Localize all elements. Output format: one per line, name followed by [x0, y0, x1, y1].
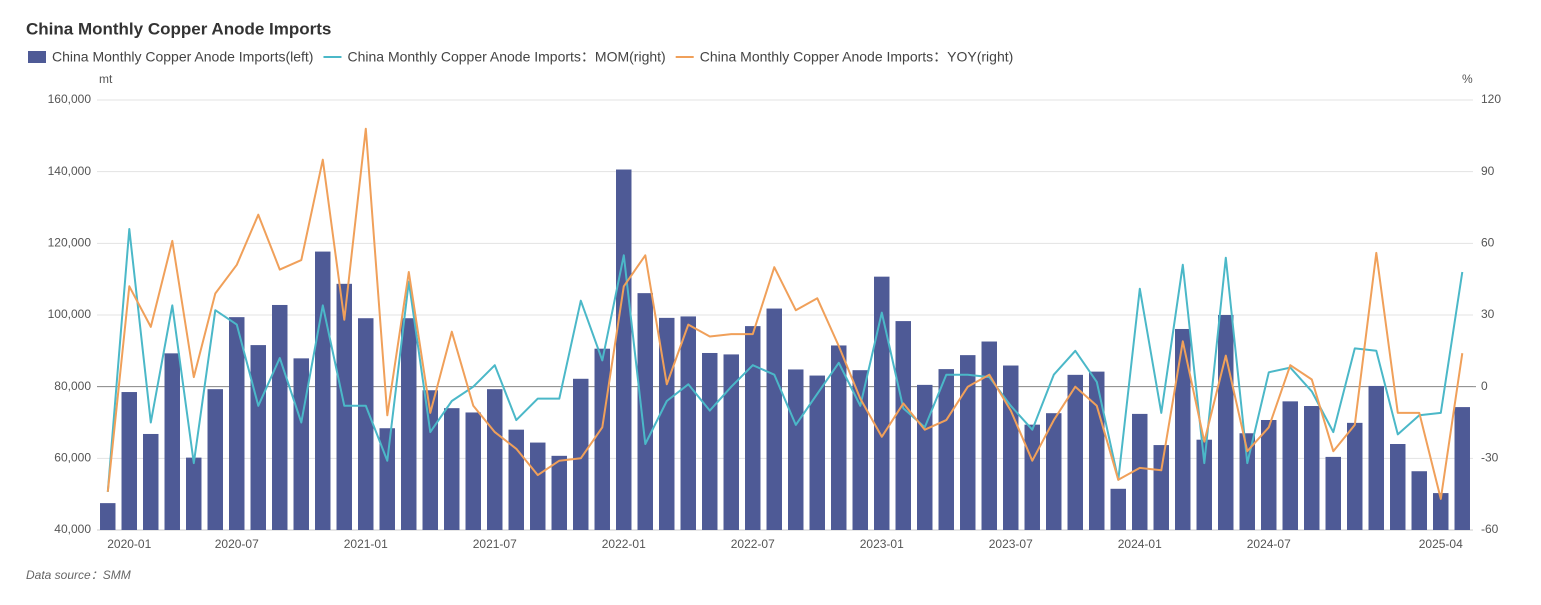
- y-tick-label: 40,000: [54, 522, 91, 536]
- y2-tick-label: 30: [1481, 307, 1495, 321]
- bar: [702, 352, 718, 530]
- bar: [121, 392, 137, 530]
- bar: [1347, 422, 1363, 530]
- bar: [1411, 471, 1427, 530]
- x-tick-label: 2022-07: [731, 537, 775, 551]
- legend-label: China Monthly Copper Anode Imports：MOM(r…: [347, 49, 665, 65]
- bar: [766, 308, 782, 530]
- y2-tick-label: 60: [1481, 236, 1495, 250]
- bar: [1239, 433, 1255, 530]
- x-tick-label: 2021-01: [344, 537, 388, 551]
- bar: [1304, 406, 1320, 530]
- y-tick-label: 120,000: [48, 236, 92, 250]
- bar: [831, 345, 847, 530]
- x-tick-label: 2023-01: [860, 537, 904, 551]
- bar: [1003, 365, 1019, 530]
- bar: [1024, 424, 1040, 530]
- y2-tick-label: 120: [1481, 92, 1501, 106]
- bar: [336, 283, 352, 530]
- bar: [250, 345, 266, 530]
- bar: [680, 316, 696, 530]
- source: Data source：SMM: [26, 568, 131, 582]
- bar: [315, 251, 331, 530]
- bar: [1454, 407, 1470, 530]
- bar: [1089, 371, 1105, 530]
- bar: [981, 341, 997, 530]
- y2-tick-label: 0: [1481, 379, 1488, 393]
- bar: [1046, 413, 1062, 530]
- y-tick-label: 140,000: [48, 164, 92, 178]
- y2-tick-label: 90: [1481, 164, 1495, 178]
- y-unit: mt: [99, 72, 113, 86]
- y-tick-label: 80,000: [54, 379, 91, 393]
- y-tick-label: 100,000: [48, 307, 92, 321]
- y2-tick-label: -30: [1481, 451, 1499, 465]
- bar: [530, 442, 546, 530]
- bar: [465, 412, 481, 530]
- y-tick-label: 60,000: [54, 451, 91, 465]
- line: [106, 228, 1464, 492]
- line: [106, 127, 1464, 500]
- x-tick-label: 2022-01: [602, 537, 646, 551]
- bar: [616, 169, 632, 530]
- bar: [164, 353, 180, 530]
- x-tick-label: 2024-07: [1247, 537, 1291, 551]
- bar: [379, 428, 395, 530]
- bar: [960, 355, 976, 530]
- bar: [852, 370, 868, 530]
- x-tick-label: 2021-07: [473, 537, 517, 551]
- x-tick-label: 2023-07: [989, 537, 1033, 551]
- bar: [444, 408, 460, 530]
- bar: [1196, 439, 1212, 530]
- bar: [1153, 445, 1169, 530]
- bar: [487, 389, 503, 530]
- bar: [1368, 385, 1384, 530]
- bar: [272, 304, 288, 530]
- bar: [1132, 413, 1148, 530]
- y-tick-label: 160,000: [48, 92, 92, 106]
- bar: [551, 455, 567, 530]
- bar: [917, 384, 933, 530]
- bar: [100, 503, 116, 530]
- bar: [723, 354, 739, 530]
- bar: [637, 293, 653, 530]
- bar: [1433, 493, 1449, 530]
- chart-title: China Monthly Copper Anode Imports: [26, 19, 331, 38]
- bar: [745, 326, 761, 530]
- bar: [895, 321, 911, 530]
- bar: [1110, 488, 1126, 530]
- bar: [1325, 456, 1341, 530]
- bar: [1067, 374, 1083, 530]
- bar: [143, 433, 159, 530]
- bar: [874, 276, 890, 530]
- y2-unit: %: [1462, 72, 1473, 86]
- legend-swatch: [28, 51, 46, 63]
- bar: [1390, 444, 1406, 530]
- bar: [293, 358, 309, 530]
- bar: [358, 318, 374, 530]
- y2-tick-label: -60: [1481, 522, 1499, 536]
- x-tick-label: 2025-04: [1419, 537, 1463, 551]
- legend-label: China Monthly Copper Anode Imports：YOY(r…: [700, 49, 1014, 65]
- x-tick-label: 2024-01: [1118, 537, 1162, 551]
- bar: [1261, 419, 1277, 530]
- bar: [229, 317, 245, 530]
- bar: [1218, 315, 1234, 530]
- bar: [1175, 328, 1191, 530]
- bar: [401, 318, 417, 530]
- bar: [788, 369, 804, 530]
- bar: [207, 389, 223, 530]
- bar: [809, 375, 825, 530]
- legend-label: China Monthly Copper Anode Imports(left): [52, 49, 313, 65]
- x-tick-label: 2020-07: [215, 537, 259, 551]
- bar: [938, 369, 954, 530]
- x-tick-label: 2020-01: [107, 537, 151, 551]
- bar: [186, 457, 202, 530]
- bar: [594, 348, 610, 530]
- bar: [1282, 401, 1298, 530]
- bar: [573, 378, 589, 530]
